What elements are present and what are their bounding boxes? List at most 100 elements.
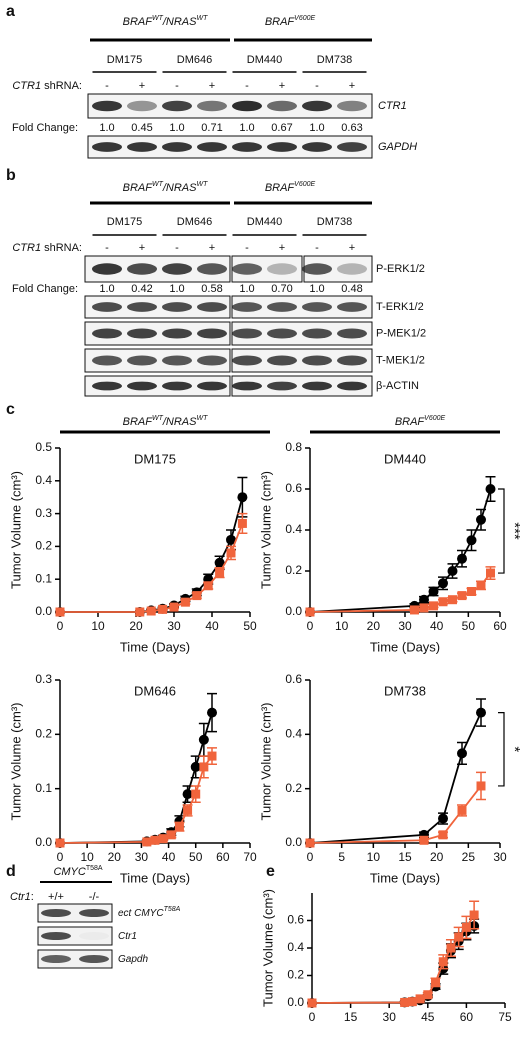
- label: shRNA:: [44, 242, 82, 254]
- data-point: [476, 707, 486, 718]
- data-point: [400, 997, 410, 1007]
- x-axis-label: Time (Days): [370, 639, 440, 654]
- cell-line: DM646: [177, 54, 212, 66]
- fold-change: 1.0: [169, 283, 184, 295]
- data-point: [476, 514, 486, 525]
- band: [302, 263, 332, 275]
- band: [92, 263, 122, 275]
- genotype-header-part: BRAF: [395, 416, 426, 428]
- row-label: CTR1: [378, 100, 407, 112]
- band: [127, 302, 157, 312]
- lane-label: +: [349, 242, 355, 254]
- x-tick-label: 60: [216, 850, 230, 864]
- band: [337, 355, 367, 366]
- band: [127, 328, 157, 339]
- shrna-label: CTR1 shRNA:: [12, 242, 82, 254]
- genotype-header-part: WT: [196, 181, 208, 188]
- cell-line: DM175: [107, 216, 142, 228]
- fold-change: 1.0: [239, 122, 254, 134]
- data-point: [415, 994, 425, 1004]
- lane-label: -/-: [89, 891, 100, 903]
- x-axis-label: Time (Days): [120, 870, 190, 885]
- row-label-part: ect CMYC: [118, 908, 164, 919]
- genotype-header: CMYCT58A: [53, 865, 102, 878]
- band: [337, 328, 367, 339]
- x-tick-label: 15: [398, 850, 412, 864]
- lane-label: -: [315, 80, 319, 92]
- genotype-header-part: WT: [152, 15, 164, 22]
- data-point: [207, 707, 217, 718]
- data-point: [457, 553, 467, 564]
- row-label: P-MEK1/2: [376, 327, 426, 339]
- data-point: [237, 518, 247, 528]
- series-line: [309, 712, 482, 844]
- data-point: [191, 789, 201, 799]
- panel-label: b: [6, 167, 16, 184]
- band: [337, 263, 367, 275]
- band: [197, 142, 227, 152]
- genotype-header: BRAFWT/NRASWT: [123, 181, 208, 194]
- y-tick-label: 0.0: [35, 835, 52, 849]
- genotype-header-part: /NRAS: [162, 16, 197, 28]
- label: :: [31, 891, 34, 903]
- x-tick-label: 0: [307, 619, 314, 633]
- blot-box: [37, 926, 113, 946]
- genotype-header-part: WT: [152, 181, 164, 188]
- x-tick-label: 45: [421, 1010, 435, 1024]
- panel-label: a: [6, 3, 15, 20]
- x-tick-label: 0: [309, 1010, 316, 1024]
- y-tick-label: 0.1: [35, 781, 52, 795]
- series-line: [60, 496, 244, 613]
- x-tick-label: 50: [243, 619, 257, 633]
- lane-label: -: [245, 80, 249, 92]
- band: [302, 142, 332, 152]
- genotype-header-part: V600E: [294, 181, 315, 188]
- data-point: [457, 805, 467, 815]
- x-tick-label: 5: [338, 850, 345, 864]
- y-tick-label: 0.4: [285, 522, 302, 536]
- y-tick-label: 0.2: [35, 539, 52, 553]
- y-tick-label: 0.4: [287, 940, 304, 954]
- data-point: [476, 781, 486, 791]
- data-point: [166, 830, 176, 840]
- band: [92, 381, 122, 391]
- data-point: [438, 830, 448, 840]
- data-point: [438, 957, 448, 967]
- x-tick-label: 15: [344, 1010, 358, 1024]
- data-point: [438, 578, 448, 589]
- y-tick-label: 0.5: [35, 440, 52, 454]
- band: [337, 100, 367, 112]
- x-tick-label: 50: [462, 619, 476, 633]
- genotype-header-part: BRAF: [265, 182, 296, 194]
- panel-label: d: [6, 863, 16, 880]
- x-tick-label: 40: [430, 619, 444, 633]
- data-point: [55, 607, 65, 617]
- row-label: T-MEK1/2: [376, 354, 425, 366]
- band: [92, 302, 122, 312]
- cell-line: DM440: [247, 54, 282, 66]
- lane-label: +: [279, 80, 285, 92]
- data-point: [169, 602, 179, 612]
- data-point: [237, 492, 248, 503]
- band: [197, 302, 227, 312]
- data-point: [142, 837, 152, 847]
- significance: *: [506, 746, 523, 752]
- data-point: [135, 607, 145, 617]
- genotype-header-part: BRAF: [123, 416, 154, 428]
- lane-label: -: [105, 242, 109, 254]
- band: [92, 355, 122, 366]
- fold-change: 1.0: [309, 283, 324, 295]
- band: [92, 142, 122, 152]
- data-point: [431, 977, 441, 987]
- y-tick-label: 0.0: [287, 995, 304, 1009]
- genotype-header-part: BRAF: [123, 182, 154, 194]
- genotype-header-part: WT: [152, 415, 164, 422]
- fold-change-label: Fold Change:: [12, 283, 78, 295]
- data-point: [307, 998, 317, 1008]
- blot-box: [84, 375, 231, 397]
- blot-box: [84, 295, 231, 319]
- genotype-header-part: BRAF: [123, 16, 154, 28]
- x-tick-label: 10: [80, 850, 94, 864]
- data-point: [467, 587, 476, 596]
- band: [337, 381, 367, 391]
